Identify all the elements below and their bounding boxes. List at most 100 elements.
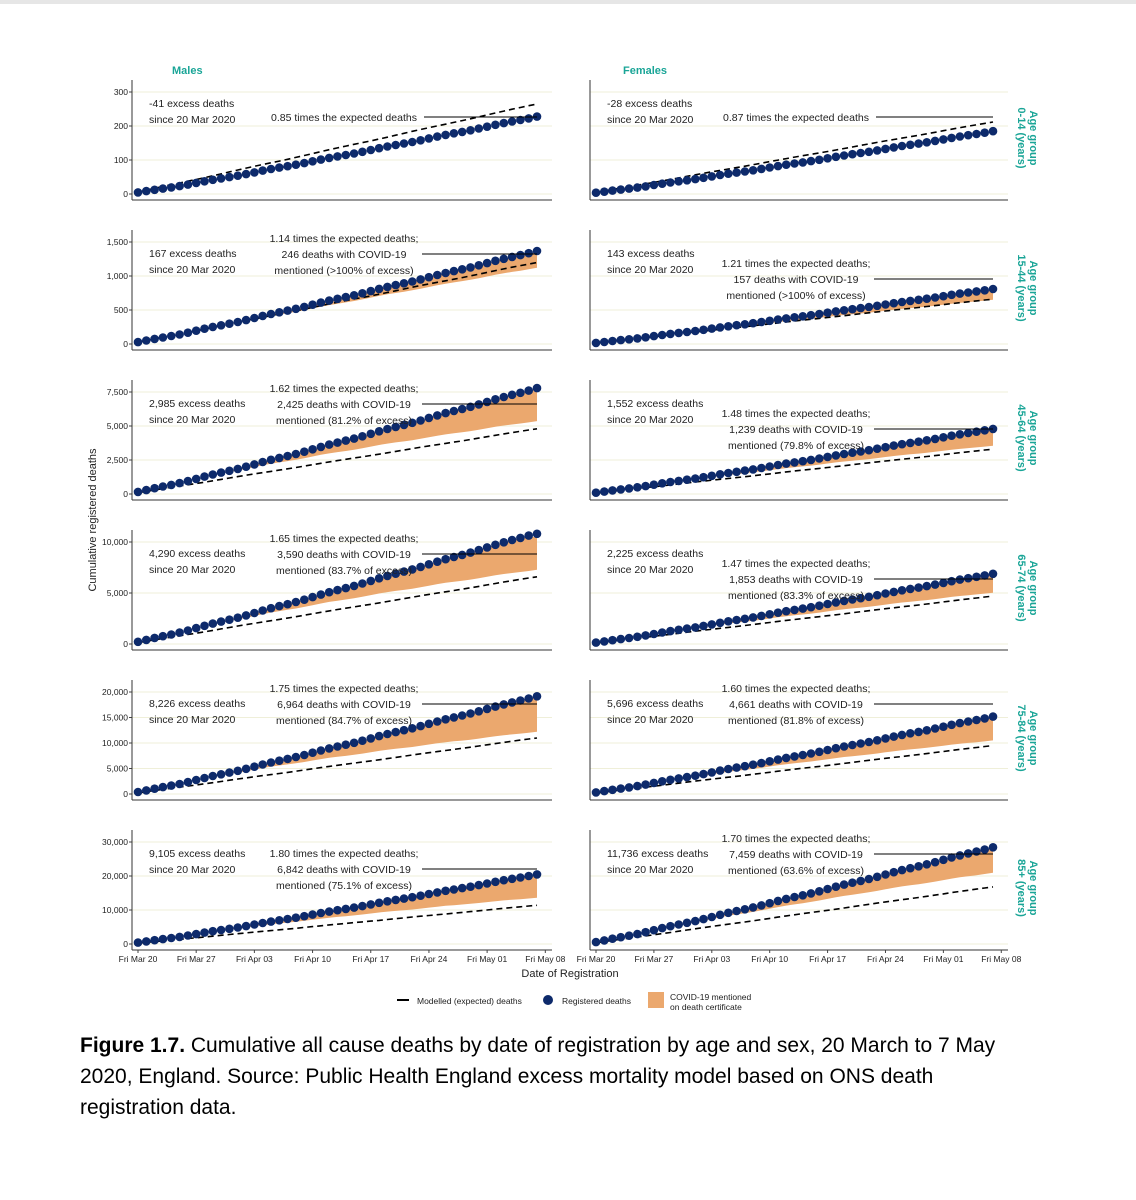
registered-deaths-point <box>790 605 799 615</box>
registered-deaths-point <box>781 459 791 468</box>
registered-deaths-point <box>441 554 450 564</box>
registered-deaths-point <box>848 149 857 159</box>
registered-deaths-point <box>424 272 434 282</box>
registered-deaths-point <box>283 754 292 764</box>
registered-deaths-point <box>516 533 525 543</box>
registered-deaths-point <box>183 180 193 189</box>
registered-deaths-point <box>872 736 882 745</box>
registered-deaths-point <box>864 592 874 602</box>
registered-deaths-point <box>806 602 816 612</box>
registered-deaths-point <box>856 876 865 886</box>
row-strip-label: 65-74 (years) <box>1015 554 1027 622</box>
registered-deaths-point <box>275 756 284 765</box>
registered-deaths-point <box>707 471 717 481</box>
registered-deaths-point <box>133 938 143 947</box>
registered-deaths-point <box>399 279 409 288</box>
page-top-border <box>0 0 1136 4</box>
registered-deaths-point <box>674 625 683 635</box>
registered-deaths-point <box>291 449 301 459</box>
registered-deaths-point <box>806 749 816 758</box>
ratio-label-line: mentioned (84.7% of excess) <box>276 715 412 727</box>
registered-deaths-point <box>466 126 475 135</box>
registered-deaths-point <box>980 128 989 137</box>
registered-deaths-point <box>699 769 708 779</box>
registered-deaths-point <box>724 169 733 178</box>
registered-deaths-point <box>341 904 351 914</box>
registered-deaths-point <box>266 603 276 613</box>
registered-deaths-point <box>790 159 799 168</box>
registered-deaths-point <box>491 256 500 266</box>
registered-deaths-point <box>300 750 309 760</box>
registered-deaths-point <box>449 552 459 562</box>
registered-deaths-point <box>732 763 741 772</box>
registered-deaths-point <box>897 141 907 151</box>
registered-deaths-point <box>980 571 989 580</box>
registered-deaths-point <box>258 457 268 467</box>
registered-deaths-point <box>806 455 816 465</box>
registered-deaths-point <box>872 872 882 882</box>
registered-deaths-point <box>208 619 218 628</box>
registered-deaths-point <box>798 312 808 321</box>
registered-deaths-point <box>600 936 609 945</box>
registered-deaths-point <box>864 874 874 884</box>
registered-deaths-point <box>740 167 750 176</box>
registered-deaths-point <box>740 761 750 771</box>
y-axis-label: Cumulative registered deaths <box>87 448 99 592</box>
registered-deaths-point <box>715 618 725 628</box>
registered-deaths-point <box>781 894 791 904</box>
registered-deaths-point <box>250 168 259 177</box>
registered-deaths-point <box>300 447 309 457</box>
registered-deaths-point <box>216 468 226 477</box>
expected-deaths-line <box>595 298 994 344</box>
registered-deaths-point <box>316 746 326 755</box>
registered-deaths-point <box>374 427 384 436</box>
panel-females-row-5: 5,696 excess deaths since 20 Mar 2020 1.60… <box>589 680 1039 801</box>
registered-deaths-point <box>641 333 650 342</box>
excess-deaths-annotation: 1,552 excess deaths <box>607 398 703 410</box>
registered-deaths-point <box>591 788 601 797</box>
registered-deaths-point <box>233 923 243 932</box>
registered-deaths-point <box>383 142 392 151</box>
excess-deaths-annotation: -28 excess deaths <box>607 98 692 110</box>
registered-deaths-point <box>233 171 243 180</box>
registered-deaths-point <box>408 418 417 428</box>
registered-deaths-point <box>765 462 774 471</box>
excess-deaths-since: since 20 Mar 2020 <box>149 114 236 126</box>
registered-deaths-point <box>781 160 791 169</box>
legend: Modelled (expected) deaths Registered dea… <box>397 992 752 1012</box>
ratio-label-line: 1.48 times the expected deaths; <box>722 408 871 420</box>
expected-deaths-line <box>595 886 994 944</box>
registered-deaths-point <box>955 575 965 584</box>
registered-deaths-point <box>972 129 981 139</box>
registered-deaths-point <box>424 889 434 899</box>
registered-deaths-point <box>167 480 176 490</box>
legend-covid-label-1: COVID-19 mentioned <box>670 992 752 1002</box>
registered-deaths-point <box>499 538 509 547</box>
y-tick-label: 20,000 <box>102 871 128 881</box>
registered-deaths-point <box>649 778 659 788</box>
registered-deaths-point <box>980 714 989 723</box>
registered-deaths-point <box>457 404 467 414</box>
ratio-label-line: 2,425 deaths with COVID-19 <box>277 399 411 411</box>
registered-deaths-point <box>358 579 367 588</box>
legend-dot-swatch <box>543 995 553 1005</box>
registered-deaths-point <box>600 487 609 496</box>
registered-deaths-point <box>183 626 193 635</box>
registered-deaths-point <box>914 437 923 447</box>
registered-deaths-point <box>790 458 799 467</box>
registered-deaths-point <box>433 411 442 420</box>
registered-deaths-point <box>715 470 725 479</box>
registered-deaths-point <box>616 185 626 194</box>
registered-deaths-point <box>963 428 973 438</box>
registered-deaths-point <box>939 433 948 442</box>
registered-deaths-point <box>790 313 799 322</box>
expected-deaths-line <box>137 576 538 644</box>
registered-deaths-point <box>707 912 717 922</box>
excess-deaths-since: since 20 Mar 2020 <box>607 714 694 726</box>
registered-deaths-point <box>641 182 650 191</box>
registered-deaths-point <box>657 923 667 933</box>
registered-deaths-point <box>591 188 601 197</box>
registered-deaths-point <box>872 301 882 311</box>
registered-deaths-point <box>366 734 376 743</box>
registered-deaths-point <box>939 135 948 144</box>
